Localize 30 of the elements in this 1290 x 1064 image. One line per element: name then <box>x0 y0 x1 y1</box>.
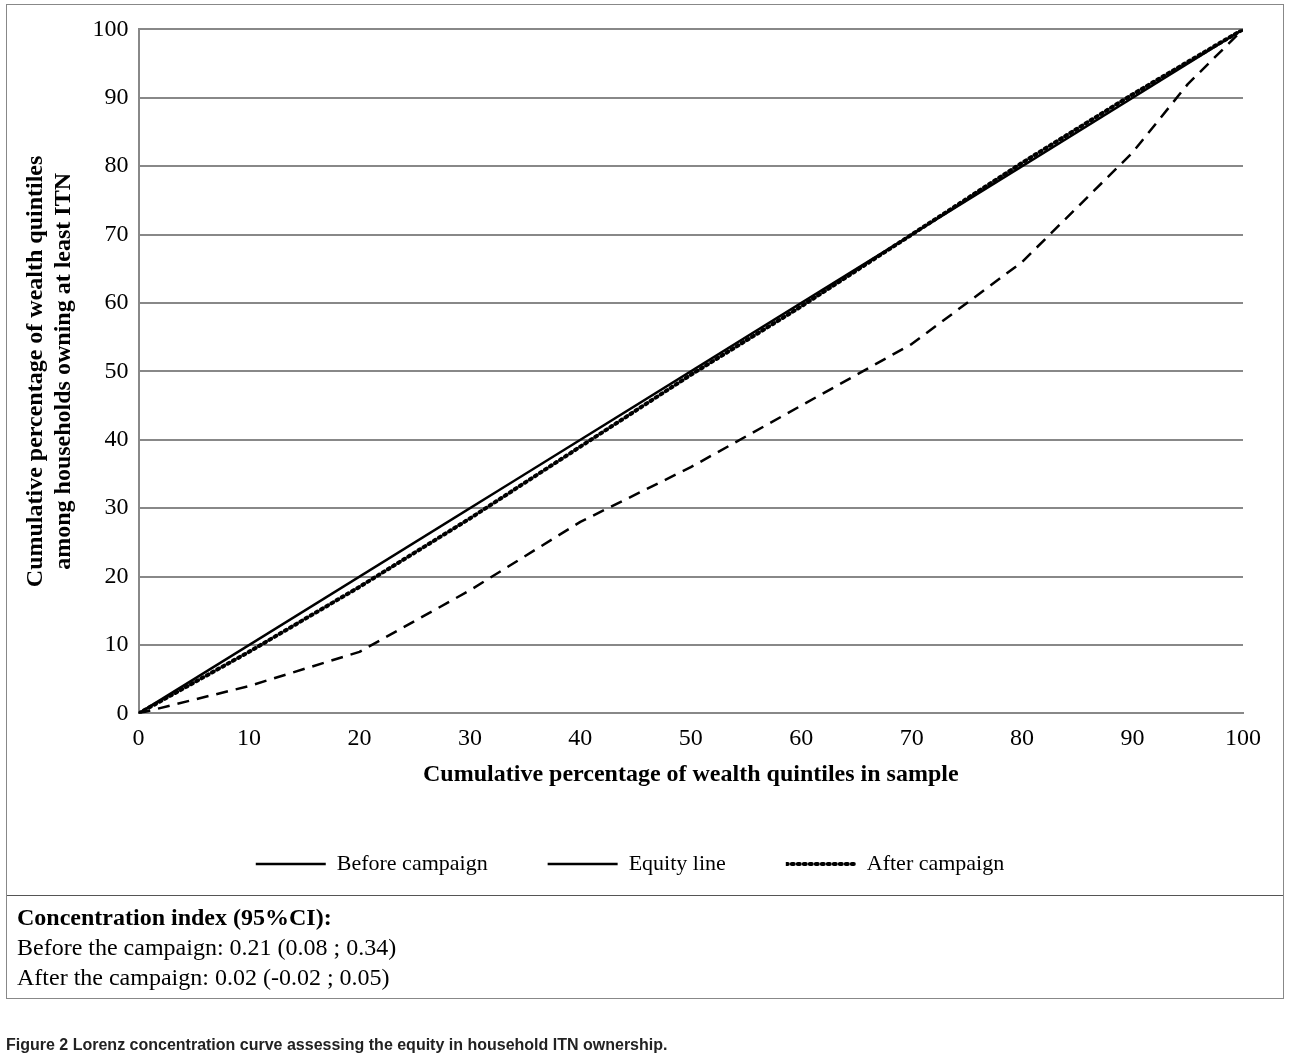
text: Concentration index (95%CI): <box>17 903 333 932</box>
y-tick-label: 0 <box>116 698 129 725</box>
y-tick-label: 70 <box>104 219 129 246</box>
x-tick-label: 100 <box>1225 724 1261 751</box>
x-tick-label: 10 <box>237 724 262 751</box>
legend-label: After campaign <box>866 849 1005 875</box>
y-tick-label: 50 <box>104 356 129 383</box>
y-tick-label: 30 <box>104 493 129 520</box>
legend-label: Equity line <box>628 849 726 875</box>
y-tick-label: 10 <box>104 630 129 657</box>
x-tick-label: 90 <box>1120 724 1145 751</box>
x-tick-label: 40 <box>568 724 593 751</box>
x-tick-label: 30 <box>457 724 482 751</box>
x-tick-label: 80 <box>1010 724 1035 751</box>
x-tick-label: 70 <box>899 724 924 751</box>
x-tick-label: 50 <box>678 724 703 751</box>
y-tick-label: 80 <box>104 151 129 178</box>
text: After the campaign: 0.02 (-0.02 ; 0.05) <box>17 963 391 992</box>
y-tick-label: 90 <box>104 83 129 110</box>
legend-label: Before campaign <box>336 849 488 875</box>
x-tick-label: 60 <box>789 724 814 751</box>
x-axis-title: Cumulative percentage of wealth quintiles in sample <box>423 759 959 786</box>
x-tick-label: 20 <box>347 724 372 751</box>
y-tick-label: 100 <box>92 14 129 41</box>
y-tick-label: 60 <box>104 288 129 315</box>
y-tick-label: 40 <box>104 425 129 452</box>
y-axis-title: Cumulative percentage of wealth quintiles among households owning at least ITN <box>20 155 76 588</box>
text: Before the campaign: 0.21 (0.08 ; 0.34) <box>17 933 398 962</box>
y-tick-label: 20 <box>104 561 129 588</box>
caption: Figure 2 Lorenz concentration curve assessing the equity in household ITN ownership. <box>6 1036 668 1054</box>
